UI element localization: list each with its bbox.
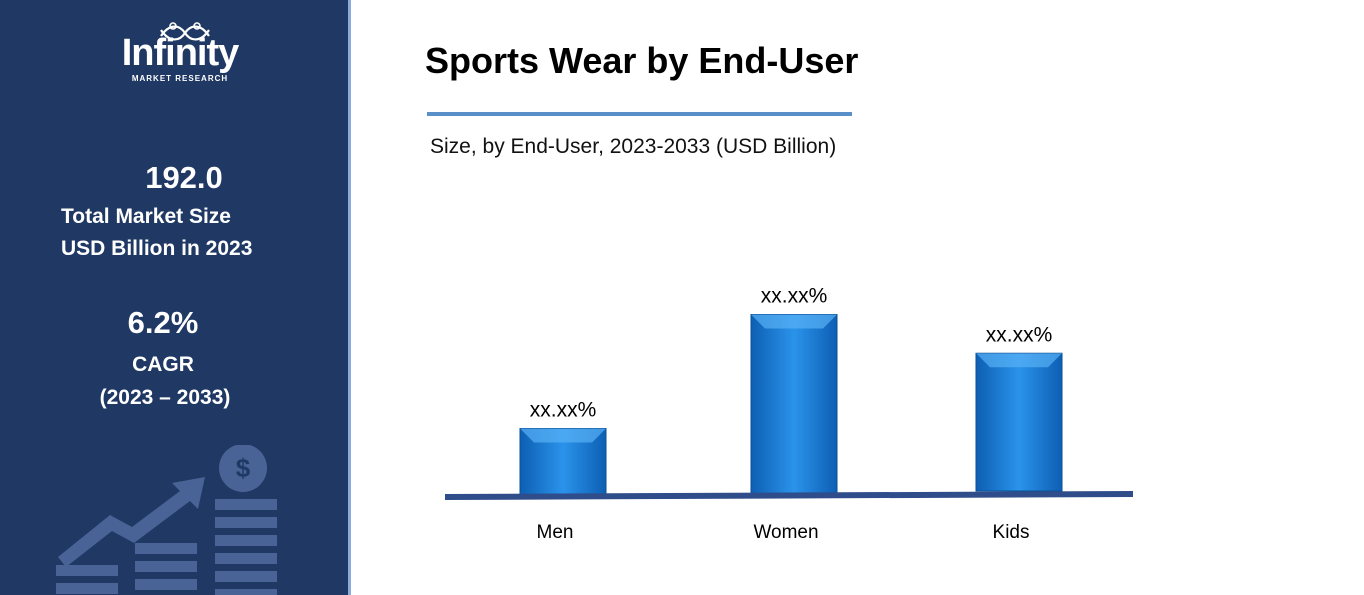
data-label-kids: xx.xx%: [986, 323, 1053, 346]
logo-wordmark: Infinity: [121, 32, 240, 74]
market-size-unit-label: USD Billion in 2023: [61, 237, 253, 260]
data-label-women: xx.xx%: [761, 285, 828, 308]
cagr-period: (2023 – 2033): [99, 386, 231, 409]
bar-bevel-women: [751, 314, 837, 329]
chart-subtitle: Size, by End-User, 2023-2033 (USD Billio…: [430, 135, 837, 158]
svg-text:$: $: [236, 453, 251, 483]
cagr-label: CAGR: [132, 353, 194, 376]
x-tick-label-men: Men: [537, 522, 574, 543]
x-tick-label-kids: Kids: [993, 522, 1030, 543]
x-axis-baseline: [444, 491, 1134, 500]
dollar-growth-icon: $: [56, 445, 277, 595]
market-size-label: Total Market Size: [61, 205, 231, 228]
bar-bevel-kids: [976, 353, 1062, 368]
title-underline: [427, 112, 852, 116]
chart-title: Sports Wear by End-User: [425, 40, 859, 81]
market-size-value: 192.0: [145, 160, 223, 195]
logo-tagline: MARKET RESEARCH: [131, 74, 229, 83]
cagr-value: 6.2%: [127, 305, 199, 340]
x-tick-label-women: Women: [753, 522, 818, 543]
data-label-men: xx.xx%: [530, 399, 597, 422]
logo-swirl-icon: [160, 22, 210, 41]
brand-logo: Infinity MARKET RESEARCH: [95, 18, 265, 90]
bar-kids: [975, 352, 1063, 492]
bar-bevel-men: [520, 428, 606, 443]
sidebar: Infinity MARKET RESEARCH 192.0 Total Mar…: [0, 0, 348, 595]
bar-women: [750, 314, 838, 496]
sidebar-edge: [348, 0, 351, 595]
